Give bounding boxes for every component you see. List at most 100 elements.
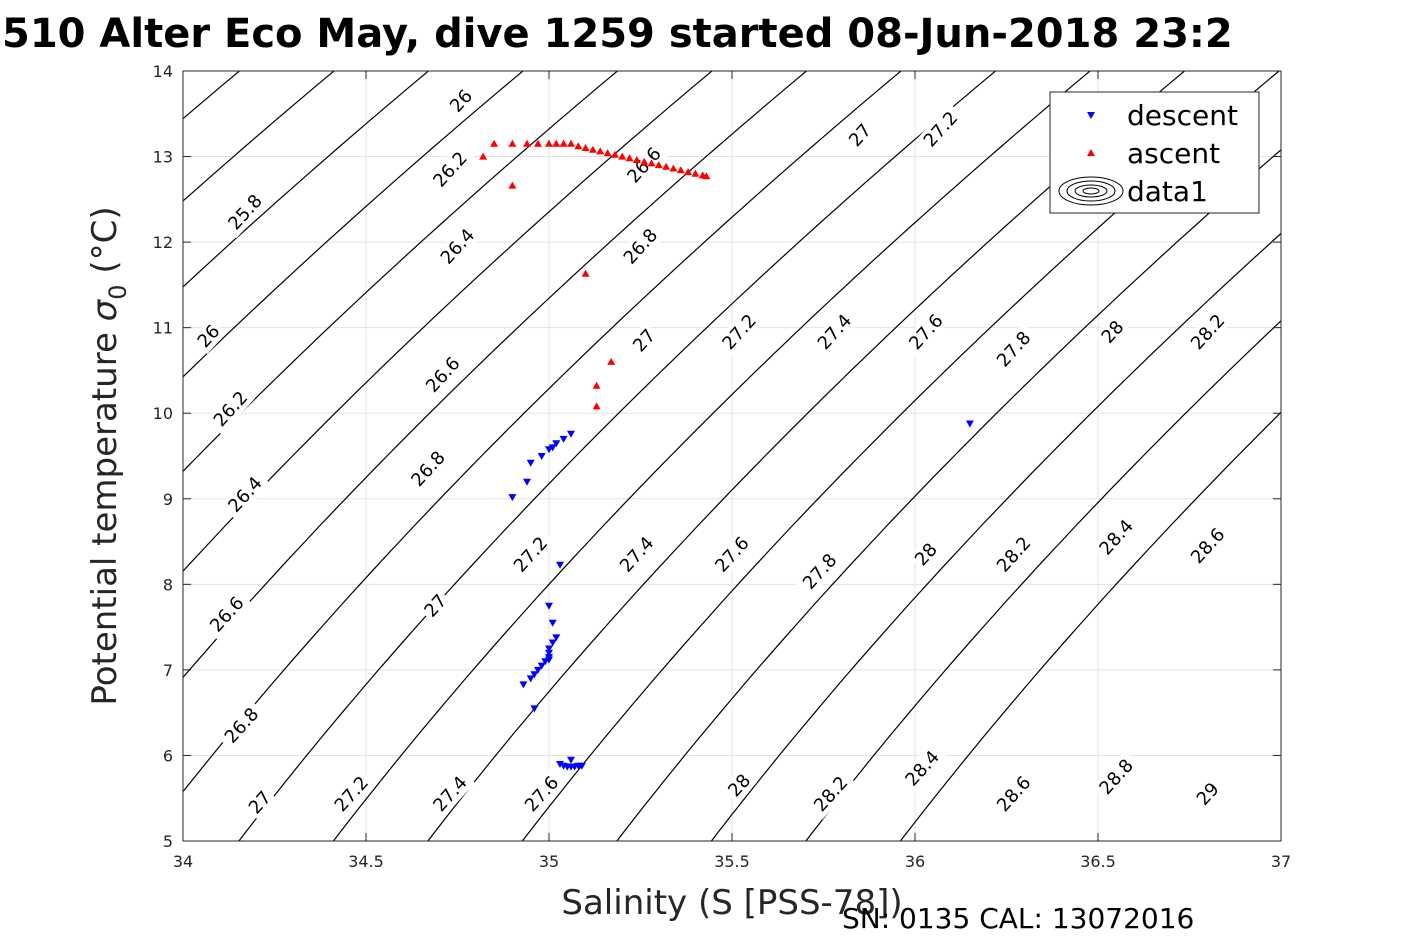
ascent-point-22 (669, 164, 678, 172)
contour-label-bg (626, 322, 662, 359)
legend-entry-descent: descent (1087, 99, 1238, 132)
descent-point-23 (519, 681, 528, 689)
contour-label-bg (205, 383, 256, 435)
ascent-point-8 (567, 139, 575, 147)
descent-point-22 (526, 675, 535, 683)
ascent-point-5 (545, 139, 553, 147)
x-tick-label-6: 37 (1271, 852, 1291, 871)
contour-label-bg (432, 220, 483, 273)
y-axis-label: Potential temperature σ0 (°C) (85, 206, 132, 705)
ascent-point-9 (574, 142, 583, 150)
contour-label-bg (794, 545, 845, 598)
contour-label-5: 26.4 (432, 220, 483, 273)
legend-label-descent: descent (1127, 99, 1238, 132)
y-tick-label-3: 8 (163, 575, 173, 594)
descent-point-19 (537, 662, 546, 670)
contour-line-29 (899, 411, 1281, 841)
contour-label-bg (403, 442, 454, 495)
ascent-point-28 (508, 181, 517, 189)
contour-label-bg (417, 587, 454, 624)
contour-label-bg (714, 306, 765, 358)
contour-line-28-6 (710, 232, 1281, 841)
descent-point-14 (545, 645, 553, 653)
contour-label-bg (908, 536, 944, 573)
contour-label-bg (1091, 750, 1142, 803)
legend-descent-marker (1087, 112, 1095, 119)
descent-point-2 (526, 459, 535, 467)
ascent-point-24 (684, 168, 693, 175)
contour-line-27-6 (238, 71, 997, 841)
ascent-point-32 (592, 402, 601, 410)
descent-point-18 (541, 658, 550, 666)
chart-title: 510 Alter Eco May, dive 1259 started 08-… (2, 11, 1233, 57)
ascent-point-12 (596, 147, 605, 155)
descent-point-12 (552, 634, 561, 642)
descent-point-31 (577, 762, 586, 770)
contour-label-bg (417, 348, 468, 401)
descent-point-7 (559, 435, 568, 443)
y-tick-label-2: 7 (163, 661, 173, 680)
contour-label-bg (1190, 776, 1226, 812)
contour-label-19: 27.2 (505, 528, 556, 581)
contour-label-bg (721, 767, 757, 804)
x-tick-label-0: 34 (173, 852, 193, 871)
contour-label-bg (1095, 314, 1131, 350)
ascent-point-2 (508, 139, 517, 147)
legend-contour-ellipse-2 (1074, 184, 1108, 198)
contour-label-bg (805, 768, 856, 820)
descent-point-13 (548, 639, 557, 647)
ascent-point-27 (702, 172, 711, 180)
y-tick-label-7: 12 (153, 233, 173, 252)
contour-label-bg (425, 768, 476, 820)
x-tick-label-2: 35 (539, 852, 559, 871)
contour-line-28-8 (805, 319, 1281, 841)
contour-label-bg (1182, 306, 1233, 358)
contour-line-27-2 (183, 71, 808, 679)
contour-label-bg (809, 306, 860, 358)
descent-point-15 (545, 649, 553, 657)
axis-ticks: 34 34.5 35 35.5 36 36.5 37 5 6 7 8 9 10 11 12 13 14 (153, 62, 1292, 871)
contour-label-bg (619, 139, 670, 191)
legend-contour-ellipse-1 (1066, 180, 1116, 202)
ascent-point-31 (592, 381, 601, 389)
ascent-point-30 (607, 357, 616, 365)
x-tick-label-5: 36.5 (1080, 852, 1116, 871)
ascent-point-15 (618, 152, 627, 160)
descent-point-21 (530, 671, 539, 679)
y-tick-label-6: 11 (153, 319, 173, 338)
descent-point-10 (545, 602, 553, 610)
ascent-point-4 (534, 139, 542, 147)
y-tick-label-4: 9 (163, 490, 173, 509)
ascent-point-14 (610, 150, 619, 158)
descent-point-8 (567, 430, 575, 438)
descent-point-9 (556, 561, 564, 569)
contour-label-bg (425, 143, 476, 196)
contour-label-bg (220, 468, 271, 521)
contour-label-bg (220, 186, 271, 239)
contour-label-bg (988, 323, 1039, 375)
legend-entry-data1: data1 (1058, 175, 1208, 208)
contour-label-bg (216, 699, 267, 752)
contour-label-bg (242, 784, 278, 821)
ascent-point-23 (676, 166, 685, 174)
contour-label-bg (988, 528, 1039, 581)
series-descent (508, 420, 974, 771)
contour-label-bg (1091, 511, 1142, 564)
ascent-point-25 (691, 169, 700, 177)
series-ascent (479, 139, 711, 410)
ascent-point-10 (581, 144, 590, 151)
contour-label-bg (611, 528, 662, 581)
contour-line-26-4 (183, 71, 430, 288)
y-tick-label-5: 10 (153, 404, 173, 423)
contour-label-bg (707, 528, 757, 581)
descent-point-3 (537, 453, 546, 460)
contour-label-bg (897, 742, 948, 795)
contour-label-bg (615, 220, 666, 273)
ascent-point-29 (581, 269, 590, 277)
contour-label-bg (201, 588, 252, 641)
contour-label-bg (1182, 519, 1233, 572)
x-tick-label-1: 34.5 (348, 852, 384, 871)
contour-label-bg (516, 768, 567, 820)
descent-point-6 (552, 440, 561, 448)
